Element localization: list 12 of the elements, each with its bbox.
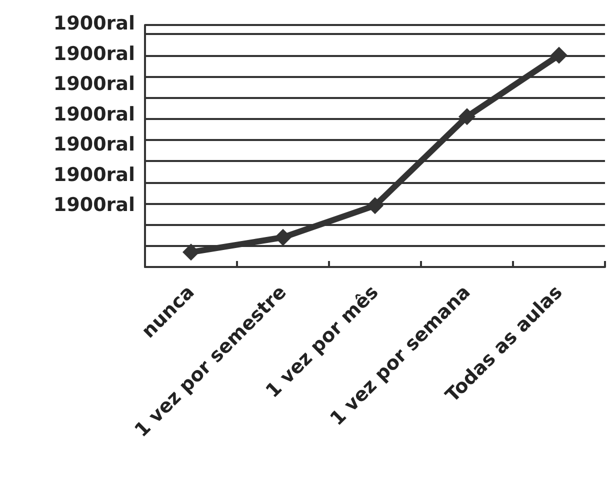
text: 1900ral	[53, 194, 135, 216]
text: 1900ral	[53, 134, 135, 156]
point	[274, 228, 292, 246]
point	[366, 197, 384, 214]
text: 1900ral	[53, 103, 135, 126]
point	[458, 108, 476, 126]
point	[182, 244, 200, 261]
point	[550, 46, 568, 64]
text: 1900ral	[53, 73, 135, 95]
text: 1900ral	[53, 164, 135, 186]
text: 1900ral	[53, 12, 135, 34]
text: 1900ral	[53, 42, 135, 65]
